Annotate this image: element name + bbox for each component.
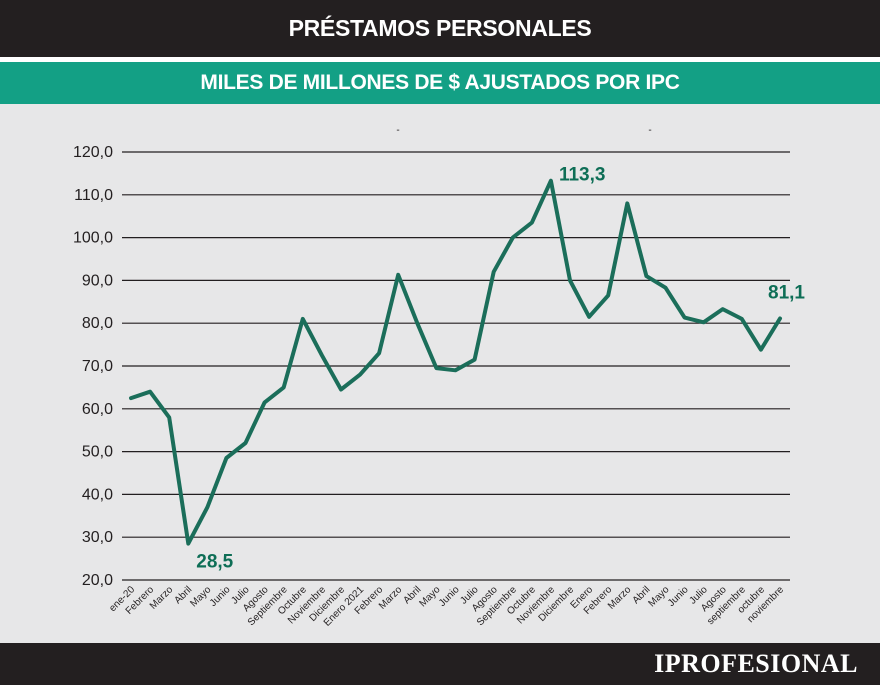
- x-tick-label: Junio: [437, 584, 462, 609]
- chart-subtitle: MILES DE MILLONES DE $ AJUSTADOS POR IPC: [0, 62, 880, 104]
- y-tick-label: 100,0: [73, 230, 113, 247]
- series: [129, 178, 782, 546]
- y-tick-label: 20,0: [82, 572, 113, 589]
- y-tick-label: 80,0: [82, 315, 113, 332]
- line-chart: 20,0 30,0 40,0 50,0 60,0 70,0 80,0 90,0 100,0 110…: [73, 125, 805, 629]
- y-tick-label: 60,0: [82, 401, 113, 418]
- marker-dash: -: [396, 125, 399, 136]
- x-tick-label: Mayo: [417, 584, 442, 609]
- x-tick-label: Mayo: [647, 584, 672, 609]
- divider: [0, 57, 880, 62]
- x-tick-label: Junio: [208, 584, 233, 609]
- y-tick-label: 30,0: [82, 529, 113, 546]
- brand-logo: IPROFESIONAL: [654, 649, 858, 678]
- data-label: 113,3: [559, 165, 606, 186]
- series-line: [129, 178, 782, 546]
- y-axis-ticks: 20,0 30,0 40,0 50,0 60,0 70,0 80,0 90,0 100,0 110…: [73, 144, 113, 589]
- marker-dash: -: [648, 125, 651, 136]
- data-labels: 28,5 113,3 81,1: [196, 165, 805, 573]
- grid-lines: [122, 151, 790, 581]
- y-tick-label: 90,0: [82, 272, 113, 289]
- data-label: 81,1: [768, 282, 805, 303]
- x-axis-ticks: ene-20FebreroMarzoAbrilMayoJunioJulioAgo…: [107, 584, 786, 629]
- data-label: 28,5: [196, 552, 233, 573]
- chart-title: PRÉSTAMOS PERSONALES: [0, 0, 880, 57]
- x-tick-label: Junio: [666, 584, 691, 609]
- y-tick-label: 110,0: [74, 187, 113, 204]
- markers: --: [396, 125, 651, 136]
- x-tick-label: Mayo: [188, 584, 213, 609]
- y-tick-label: 70,0: [82, 358, 113, 375]
- footer: IPROFESIONAL: [0, 643, 880, 685]
- y-tick-label: 50,0: [82, 444, 113, 461]
- y-tick-label: 120,0: [73, 144, 113, 161]
- y-tick-label: 40,0: [82, 486, 113, 503]
